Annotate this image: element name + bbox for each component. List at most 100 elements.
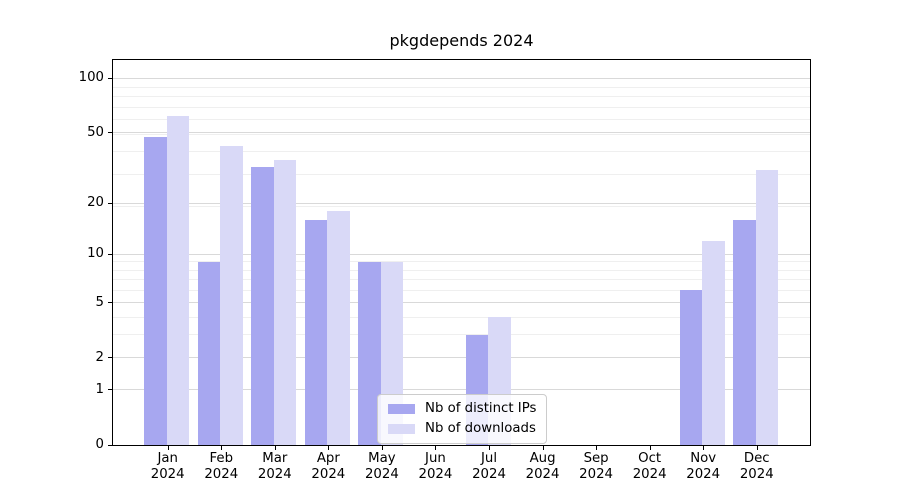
- gridline-minor: [113, 334, 810, 336]
- x-tick-mark: [381, 446, 383, 450]
- gridline-minor: [113, 269, 810, 271]
- x-tick-month: May: [368, 451, 396, 466]
- y-tick-label: 5: [95, 294, 104, 310]
- gridline-major: [113, 357, 810, 359]
- x-tick-year: 2024: [739, 466, 774, 482]
- x-tick-year: 2024: [204, 466, 239, 482]
- x-tick-month: Sep: [583, 451, 609, 466]
- x-tick-month: Aug: [529, 451, 556, 466]
- bar-downloads: [755, 169, 779, 445]
- y-tick-label: 0: [95, 437, 104, 452]
- gridline-major: [113, 132, 810, 133]
- gridline-minor: [113, 86, 810, 88]
- bar-distinct-ips: [197, 261, 221, 445]
- y-tick-label: 2: [95, 349, 104, 365]
- gridline-minor: [113, 289, 810, 291]
- gridline-major: [113, 302, 810, 304]
- x-tick-label: Nov 2024: [671, 451, 735, 482]
- y-tick-mark: [108, 253, 112, 255]
- gridline-minor: [113, 261, 810, 263]
- x-tick-month: Jan: [157, 451, 178, 466]
- x-tick-mark: [328, 446, 330, 450]
- x-tick-year: 2024: [525, 466, 560, 482]
- x-tick-month: Apr: [316, 451, 340, 466]
- x-tick-mark: [221, 446, 223, 450]
- gridline-minor: [113, 106, 810, 108]
- legend-label-distinct-ips: Nb of distinct IPs: [425, 401, 537, 416]
- x-tick-label: Feb 2024: [189, 451, 253, 482]
- gridline-minor: [113, 206, 810, 208]
- x-tick-month: Dec: [743, 451, 770, 466]
- bar-distinct-ips: [304, 219, 328, 445]
- x-tick-year: 2024: [311, 466, 346, 482]
- y-tick-mark: [108, 132, 112, 133]
- y-tick-mark: [108, 77, 112, 79]
- bar-downloads: [327, 210, 350, 445]
- x-tick-year: 2024: [150, 466, 185, 482]
- x-tick-month: Nov: [690, 451, 717, 466]
- y-tick-mark: [108, 444, 112, 446]
- x-tick-month: Oct: [638, 451, 662, 466]
- bar-distinct-ips: [733, 219, 756, 445]
- bar-distinct-ips: [251, 167, 274, 445]
- x-tick-mark: [542, 446, 544, 450]
- gridline-minor: [113, 316, 810, 318]
- x-tick-label: Jan 2024: [136, 451, 200, 482]
- x-tick-month: Mar: [262, 451, 288, 466]
- x-tick-year: 2024: [418, 466, 453, 482]
- x-tick-year: 2024: [632, 466, 667, 482]
- bar-downloads: [166, 115, 190, 445]
- x-tick-mark: [489, 446, 490, 450]
- x-tick-month: Jul: [480, 451, 498, 466]
- x-tick-mark: [756, 446, 758, 450]
- legend-swatch-downloads: [388, 423, 415, 434]
- y-tick-label: 1: [95, 381, 104, 397]
- x-tick-label: Jun 2024: [403, 451, 467, 482]
- x-tick-year: 2024: [472, 466, 506, 482]
- x-tick-year: 2024: [686, 466, 721, 482]
- legend-swatch-distinct-ips: [388, 403, 415, 414]
- chart-title: pkgdepends 2024: [389, 31, 534, 50]
- y-tick-label: 100: [78, 70, 104, 86]
- gridline-minor: [113, 151, 810, 153]
- x-tick-label: Sep 2024: [564, 451, 628, 482]
- bar-downloads: [273, 160, 297, 445]
- plot-area: [112, 59, 811, 446]
- gridline-major: [113, 253, 810, 255]
- x-tick-label: Apr 2024: [296, 451, 360, 482]
- x-tick-month: Jun: [425, 451, 446, 466]
- x-tick-label: Oct 2024: [618, 451, 682, 482]
- y-tick-label: 10: [87, 246, 104, 262]
- gridline-major: [113, 202, 810, 204]
- y-tick-mark: [108, 202, 112, 204]
- gridline-minor: [113, 119, 810, 121]
- legend-label-downloads: Nb of downloads: [425, 421, 536, 436]
- x-tick-mark: [703, 446, 705, 450]
- bar-downloads: [220, 146, 243, 445]
- bar-downloads: [702, 241, 725, 445]
- x-tick-label: Jul 2024: [457, 451, 521, 482]
- gridline-major: [113, 77, 810, 79]
- gridline-major: [113, 389, 810, 391]
- x-tick-mark: [274, 446, 276, 450]
- x-tick-mark: [435, 446, 437, 450]
- legend: Nb of distinct IPs Nb of downloads: [377, 394, 548, 444]
- gridline-minor: [113, 279, 810, 281]
- x-tick-mark: [649, 446, 651, 450]
- y-tick-label: 20: [87, 195, 104, 211]
- x-tick-year: 2024: [364, 466, 399, 482]
- legend-item: Nb of distinct IPs: [388, 400, 536, 417]
- legend-item: Nb of downloads: [388, 420, 536, 437]
- x-tick-mark: [596, 446, 598, 450]
- y-tick-label: 50: [87, 124, 104, 140]
- gridline-minor: [113, 133, 810, 135]
- y-tick-mark: [108, 389, 112, 391]
- gridline-minor: [113, 96, 810, 98]
- gridline-minor: [113, 174, 810, 176]
- x-tick-label: May 2024: [350, 451, 414, 482]
- bar-distinct-ips: [679, 290, 703, 445]
- x-tick-label: Dec 2024: [725, 451, 789, 482]
- x-tick-year: 2024: [257, 466, 292, 482]
- bar-distinct-ips: [358, 261, 381, 445]
